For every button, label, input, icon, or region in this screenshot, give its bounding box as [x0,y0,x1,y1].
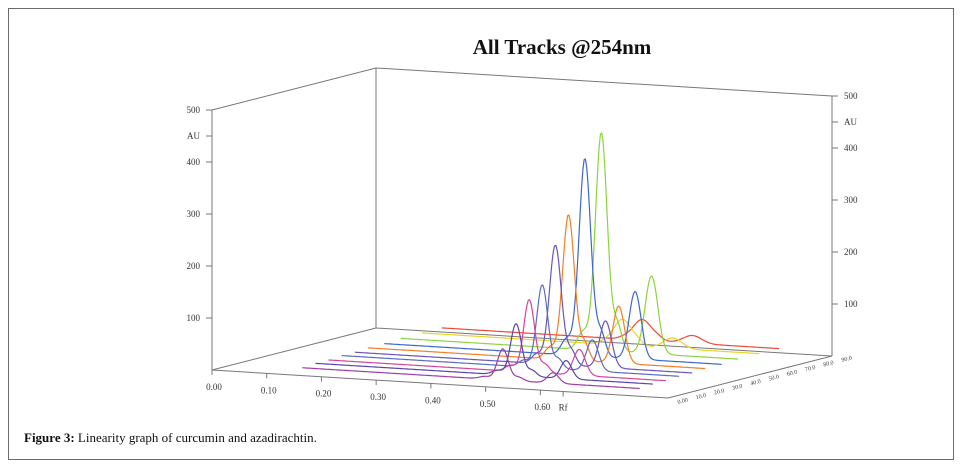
y-tick-label-left: 400 [187,157,201,167]
y-tick-label-right: 400 [844,143,858,153]
x-tick-label: 0.00 [206,382,222,392]
z-tick-label: 40.0 [750,379,762,387]
figure-frame [8,8,954,460]
z-tick-label: 90.0 [841,356,853,364]
y-tick-label-right: 300 [844,195,858,205]
z-tick-label: 20.0 [713,388,725,396]
z-tick-label: 70.0 [805,365,817,373]
x-tick-label: 0.30 [370,392,386,402]
series-line-5 [367,214,706,370]
ticks-layer: 100 100 200 200 300 300 400 400 500 500 AU AU 0.00 0.… [187,91,859,413]
series-line-6 [354,244,693,374]
top-back-edge [375,67,833,97]
chart-title: All Tracks @254nm [473,35,652,59]
series-line-3 [400,132,739,360]
series-layer [302,132,780,390]
z-tick-label: 30.0 [732,384,744,392]
series-line-7 [341,284,680,377]
x-tick-label: 0.60 [534,402,550,412]
x-tick-label: 0.10 [261,385,277,395]
caption-text: Linearity graph of curcumin and azadirac… [74,430,317,445]
y-tick-label-left: 200 [187,261,201,271]
series-line-2 [421,318,760,355]
y-tick-label-right: 100 [844,299,858,309]
caption-label: Figure 3: [24,430,75,445]
x-tick-label: 0.50 [480,399,496,409]
y-tick-label-right: 200 [844,247,858,257]
top-left-edge [211,67,377,111]
x-axis-label: Rf [559,403,568,413]
z-tick-label: 80.0 [823,360,835,368]
floor-back-edge [375,327,833,357]
x-tick-label: 0.20 [316,389,332,399]
y-tick-label-left: 100 [187,313,201,323]
y-tick-label-left: 500 [187,105,201,115]
series-line-4 [384,158,722,365]
y-unit-label-left: AU [187,131,200,141]
figure-caption: Figure 3: Linearity graph of curcumin an… [24,430,317,446]
z-tick-label: 0.00 [677,398,689,406]
z-tick-label: 60.0 [786,370,798,378]
z-tick-label: 50.0 [768,374,780,382]
series-line-9 [315,323,653,385]
z-axis-line [667,355,833,399]
x-axis-line [211,369,669,399]
y-unit-label-right: AU [844,117,857,127]
axes-layer [211,67,833,399]
x-tick-label: 0.40 [425,395,441,405]
series-line-10 [302,348,640,390]
z-tick-label: 10.0 [695,393,707,401]
y-tick-label-right: 500 [844,91,858,101]
y-tick-label-left: 300 [187,209,201,219]
floor-left-edge [211,327,377,371]
